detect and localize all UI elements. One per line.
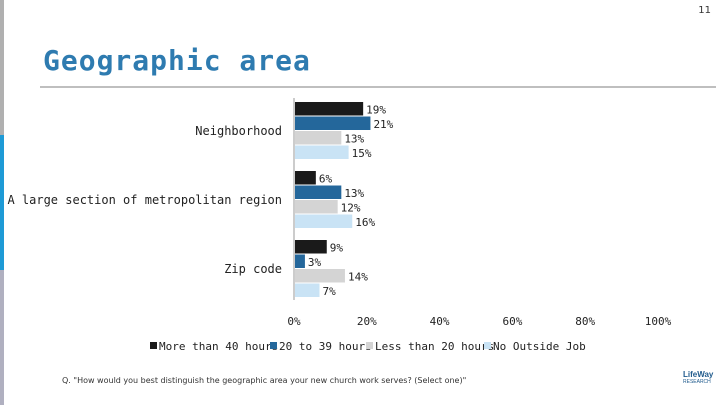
data-label: 13% <box>344 133 364 146</box>
bar-less-than-20-hours <box>295 131 342 145</box>
data-label: 7% <box>322 285 336 298</box>
logo-line1: LifeWay <box>683 370 714 379</box>
legend-label: 20 to 39 hours <box>279 340 372 353</box>
bar-20-to-39-hours <box>295 185 342 199</box>
data-label: 19% <box>366 104 386 117</box>
data-label: 14% <box>348 271 368 284</box>
legend-swatch <box>366 342 373 349</box>
data-label: 3% <box>308 256 322 269</box>
data-label: 21% <box>373 118 393 131</box>
legend-swatch <box>270 342 277 349</box>
legend-swatch <box>484 342 491 349</box>
side-accent-gray-top <box>0 0 4 135</box>
lifeway-research-logo: LifeWay RESEARCH <box>683 370 719 400</box>
legend-label: Less than 20 hours <box>375 340 494 353</box>
page-number: 11 <box>698 5 711 16</box>
data-label: 12% <box>341 202 361 215</box>
category-label: Zip code <box>224 262 282 276</box>
bar-less-than-20-hours <box>295 200 338 214</box>
category-label: A large section of metropolitan region <box>7 193 282 207</box>
x-tick-label: 40% <box>430 315 450 328</box>
bar-more-than-40-hours <box>295 171 316 185</box>
legend-swatch <box>150 342 157 349</box>
bar-more-than-40-hours <box>295 102 364 116</box>
category-label: Neighborhood <box>195 124 282 138</box>
x-tick-label: 0% <box>287 315 301 328</box>
data-label: 6% <box>319 173 333 186</box>
bar-more-than-40-hours <box>295 240 327 254</box>
title-divider <box>40 86 716 88</box>
slide-title: Geographic area <box>43 44 311 77</box>
bar-no-outside-job <box>295 283 320 297</box>
data-label: 13% <box>344 187 364 200</box>
legend-label: More than 40 hours <box>159 340 278 353</box>
x-tick-label: 80% <box>575 315 595 328</box>
x-tick-label: 20% <box>357 315 377 328</box>
bar-20-to-39-hours <box>295 116 371 130</box>
side-accent-gray-bottom <box>0 270 4 405</box>
x-tick-label: 60% <box>502 315 522 328</box>
bar-no-outside-job <box>295 145 349 159</box>
survey-question-footnote: Q. "How would you best distinguish the g… <box>62 376 467 385</box>
logo-line2: RESEARCH <box>683 379 711 385</box>
bar-less-than-20-hours <box>295 269 345 283</box>
data-label: 15% <box>352 147 372 160</box>
data-label: 9% <box>330 242 344 255</box>
x-tick-label: 100% <box>645 315 672 328</box>
legend-label: No Outside Job <box>493 340 586 353</box>
bar-no-outside-job <box>295 214 353 228</box>
data-label: 16% <box>355 216 375 229</box>
side-accent-blue <box>0 135 4 270</box>
bar-20-to-39-hours <box>295 254 305 268</box>
